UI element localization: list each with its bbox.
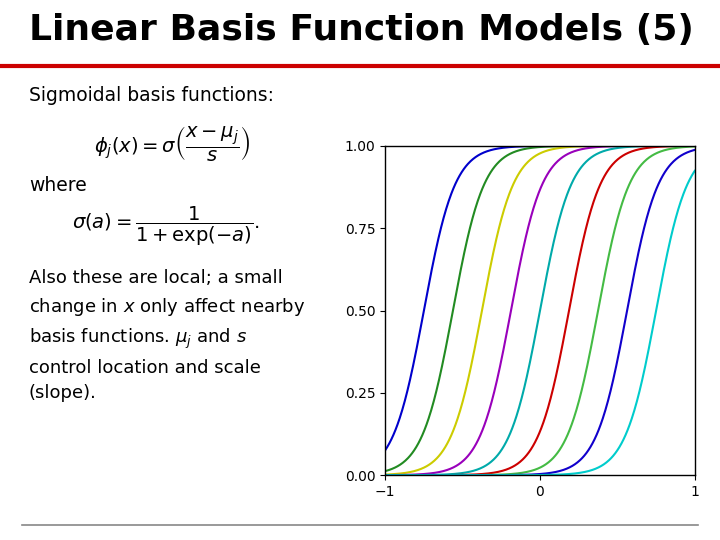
Text: $\sigma(a) = \dfrac{1}{1 + \exp(-a)}.$: $\sigma(a) = \dfrac{1}{1 + \exp(-a)}.$ — [72, 205, 260, 248]
Text: $\phi_j(x) = \sigma\left(\dfrac{x - \mu_j}{s}\right)$: $\phi_j(x) = \sigma\left(\dfrac{x - \mu_… — [94, 124, 251, 163]
Text: Also these are local; a small
change in $x$ only affect nearby
basis functions. : Also these are local; a small change in … — [29, 269, 305, 402]
Text: Sigmoidal basis functions:: Sigmoidal basis functions: — [29, 86, 274, 105]
Text: Linear Basis Function Models (5): Linear Basis Function Models (5) — [29, 12, 693, 46]
Text: where: where — [29, 177, 86, 195]
